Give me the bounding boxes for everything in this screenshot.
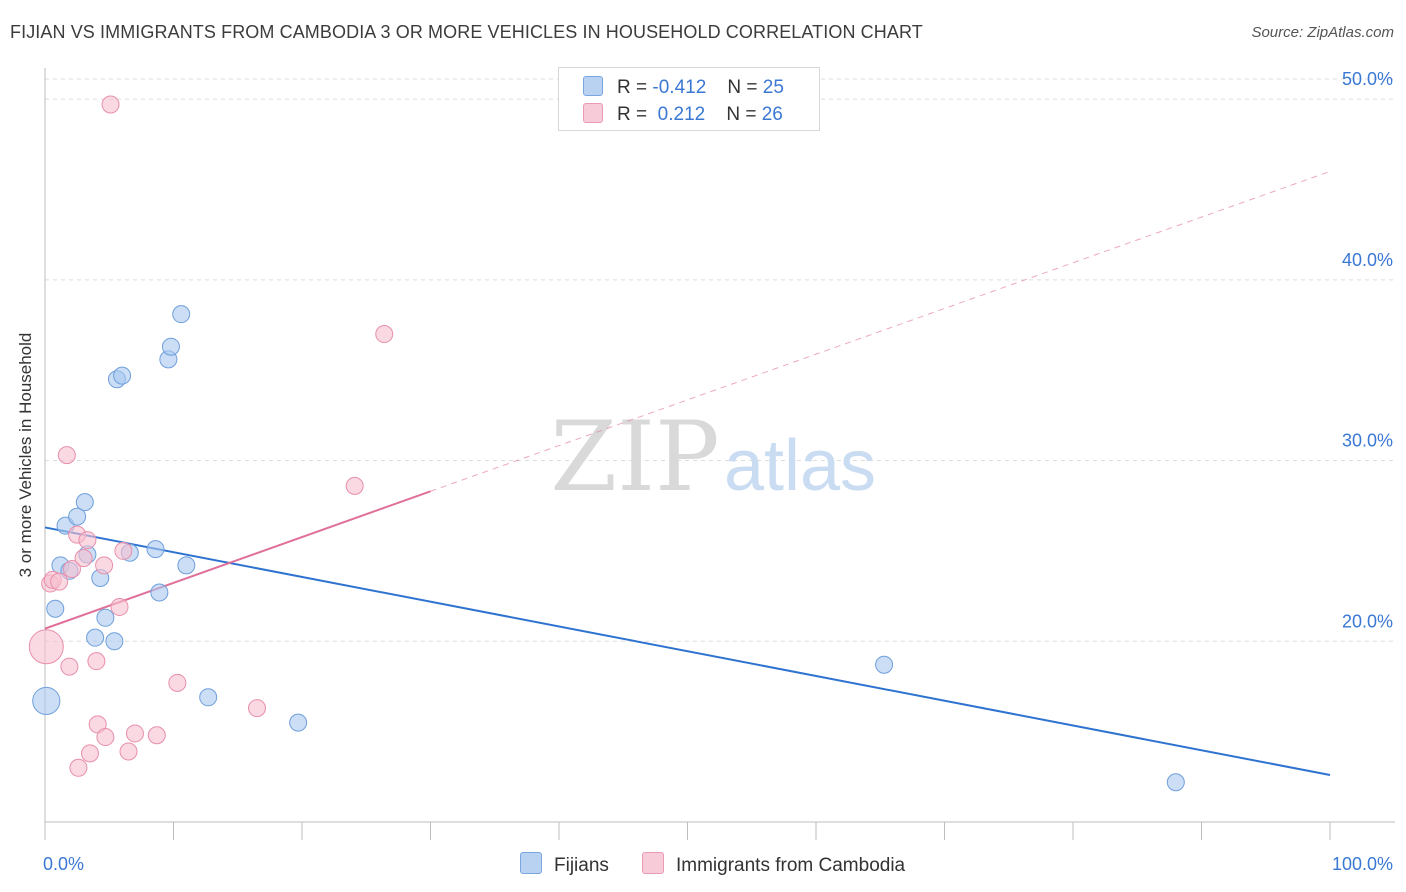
x-tick-label: 100.0% [1332, 854, 1393, 874]
y-tick-label: 40.0% [1342, 250, 1393, 270]
cambodia-point [168, 673, 187, 692]
legend-r-label: R = [617, 77, 648, 98]
legend-n-label: N = [726, 104, 757, 125]
cambodia-trend-line [44, 490, 431, 630]
watermark: ZIP atlas [550, 401, 876, 513]
fijian-point [177, 556, 196, 575]
cambodia-point [69, 758, 88, 777]
fijian-point [161, 337, 180, 356]
cambodia-point [96, 728, 115, 747]
legend-r-value: -0.412 [652, 77, 707, 98]
watermark-zip: ZIP [550, 401, 719, 513]
cambodia-point [57, 446, 76, 465]
watermark-atlas: atlas [724, 426, 876, 506]
fijian-point [32, 686, 61, 716]
fijian-point [113, 366, 132, 385]
y-tick-label: 50.0% [1342, 69, 1393, 89]
cambodia-point [147, 726, 166, 745]
fijian-point [875, 655, 894, 674]
fijian-point [199, 688, 218, 707]
legend-label: Fijians [554, 855, 609, 876]
y-tick-label: 20.0% [1342, 611, 1393, 631]
fijian-point [150, 583, 169, 602]
fijian-point [46, 599, 65, 618]
cambodia-point [114, 541, 133, 560]
legend-n-value: 25 [762, 77, 784, 98]
correlation-legend: R = -0.412 N = 25 R = 0.212 N = 26 [558, 67, 820, 131]
cambodia-point [74, 549, 93, 568]
source-credit: Source: ZipAtlas.com [1251, 24, 1394, 41]
axes [44, 68, 1395, 840]
cambodia-point [62, 559, 81, 578]
cambodia-point [119, 742, 138, 761]
legend-item-cambodia: Immigrants from Cambodia [642, 852, 905, 877]
cambodia-point [125, 724, 144, 743]
cambodia-point [101, 95, 120, 114]
trend-lines [44, 170, 1331, 776]
fijian-point [172, 305, 191, 324]
fijian-point [1166, 773, 1185, 792]
fijians-swatch [583, 76, 603, 96]
fijians-trend-line [44, 526, 1331, 776]
cambodia-point [375, 325, 394, 344]
fijian-point [289, 713, 308, 732]
tick-labels: 20.0% 30.0% 40.0% 50.0% 0.0% 100.0% [43, 69, 1393, 874]
data-points [28, 95, 1185, 792]
cambodia-swatch [583, 103, 603, 123]
cambodia-point [110, 597, 129, 616]
cambodia-point [78, 531, 97, 550]
cambodia-point [80, 744, 99, 763]
fijian-point [105, 632, 124, 651]
fijian-point [96, 608, 115, 627]
cambodia-point [248, 699, 267, 718]
legend-row-cambodia: R = 0.212 N = 26 [583, 103, 783, 126]
fijian-point [146, 540, 165, 559]
cambodia-point [50, 572, 69, 591]
legend-label: Immigrants from Cambodia [676, 855, 906, 876]
fijian-point [75, 493, 94, 512]
x-tick-label: 0.0% [43, 854, 84, 874]
legend-r-label: R = [617, 104, 648, 125]
legend-r-value: 0.212 [652, 104, 706, 125]
cambodia-point [87, 652, 106, 671]
fijian-point [86, 628, 105, 647]
cambodia-point [60, 657, 79, 676]
fijian-point [68, 507, 87, 526]
legend-n-label: N = [727, 77, 758, 98]
legend-n-value: 26 [761, 104, 783, 125]
cambodia-point [345, 476, 364, 495]
cambodia-point [95, 556, 114, 575]
chart-title: FIJIAN VS IMMIGRANTS FROM CAMBODIA 3 OR … [10, 22, 923, 42]
legend-item-fijians: Fijians [520, 852, 609, 877]
cambodia-point [28, 629, 64, 665]
cambodia-trend-extension [430, 170, 1331, 492]
y-tick-label: 30.0% [1342, 431, 1393, 451]
legend-row-fijians: R = -0.412 N = 25 [583, 76, 784, 99]
cambodia-swatch [642, 852, 664, 874]
fijians-swatch [520, 852, 542, 874]
